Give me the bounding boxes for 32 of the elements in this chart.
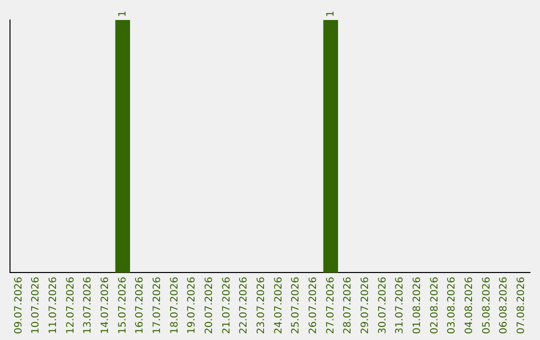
x-tick-label: 07.08.2026 — [516, 276, 527, 334]
x-tick-label: 29.07.2026 — [360, 276, 371, 334]
x-tick-label: 14.07.2026 — [100, 276, 111, 334]
x-tick-label: 16.07.2026 — [134, 276, 146, 334]
x-tick-label: 20.07.2026 — [204, 276, 215, 334]
x-tick-label: 04.08.2026 — [464, 276, 475, 334]
x-tick-label: 21.07.2026 — [221, 276, 232, 334]
x-tick-label: 27.07.2026 — [325, 276, 336, 334]
x-tick-label: 01.08.2026 — [412, 276, 423, 334]
x-tick-label: 05.08.2026 — [481, 276, 492, 334]
x-tick-label: 15.07.2026 — [117, 276, 128, 334]
x-tick-label: 12.07.2026 — [65, 276, 76, 334]
x-tick-label: 24.07.2026 — [273, 276, 284, 334]
x-tick-label: 10.07.2026 — [30, 276, 42, 334]
x-tick-label: 22.07.2026 — [238, 276, 250, 334]
data-label: 1 — [325, 10, 336, 17]
x-tick-label: 11.07.2026 — [48, 276, 59, 334]
x-tick-label: 31.07.2026 — [394, 276, 406, 334]
x-tick-label: 13.07.2026 — [82, 276, 94, 334]
x-tick-label: 26.07.2026 — [308, 276, 319, 334]
x-tick-label: 28.07.2026 — [342, 276, 354, 334]
x-tick-label: 03.08.2026 — [446, 276, 458, 334]
x-tick-label: 06.08.2026 — [498, 276, 510, 334]
x-tick-label: 09.07.2026 — [13, 276, 24, 334]
x-tick-label: 23.07.2026 — [256, 276, 267, 334]
x-tick-label: 19.07.2026 — [186, 276, 198, 334]
x-tick-label: 25.07.2026 — [290, 276, 302, 334]
x-tick-label: 18.07.2026 — [169, 276, 180, 334]
data-label: 1 — [117, 10, 128, 17]
x-tick-label: 17.07.2026 — [152, 276, 163, 334]
x-tick-label: 02.08.2026 — [429, 276, 440, 334]
x-tick-label: 30.07.2026 — [377, 276, 388, 334]
